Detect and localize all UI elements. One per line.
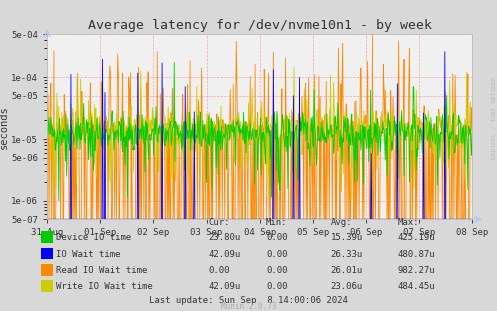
Text: 23.80u: 23.80u (209, 234, 241, 242)
Text: 0.00: 0.00 (266, 250, 287, 258)
Text: 23.06u: 23.06u (331, 282, 363, 291)
Text: 0.00: 0.00 (266, 282, 287, 291)
Y-axis label: seconds: seconds (0, 105, 8, 149)
Text: Last update: Sun Sep  8 14:00:06 2024: Last update: Sun Sep 8 14:00:06 2024 (149, 296, 348, 305)
Text: 26.01u: 26.01u (331, 266, 363, 275)
Text: 480.87u: 480.87u (398, 250, 435, 258)
Text: Device IO time: Device IO time (56, 234, 131, 242)
Text: Munin 2.0.73: Munin 2.0.73 (221, 302, 276, 311)
Text: 42.09u: 42.09u (209, 250, 241, 258)
Text: 0.00: 0.00 (209, 266, 230, 275)
Text: IO Wait time: IO Wait time (56, 250, 121, 258)
Text: 15.39u: 15.39u (331, 234, 363, 242)
Text: 982.27u: 982.27u (398, 266, 435, 275)
Text: Read IO Wait time: Read IO Wait time (56, 266, 148, 275)
Text: Write IO Wait time: Write IO Wait time (56, 282, 153, 291)
Text: Max:: Max: (398, 218, 419, 227)
Text: Avg:: Avg: (331, 218, 352, 227)
Text: Cur:: Cur: (209, 218, 230, 227)
Text: 0.00: 0.00 (266, 266, 287, 275)
Text: Min:: Min: (266, 218, 287, 227)
Title: Average latency for /dev/nvme10n1 - by week: Average latency for /dev/nvme10n1 - by w… (87, 19, 432, 32)
Text: 0.00: 0.00 (266, 234, 287, 242)
Text: RRDTOOL / TOBI OETIKER: RRDTOOL / TOBI OETIKER (491, 77, 496, 160)
Text: 425.19u: 425.19u (398, 234, 435, 242)
Text: 42.09u: 42.09u (209, 282, 241, 291)
Text: 484.45u: 484.45u (398, 282, 435, 291)
Text: 26.33u: 26.33u (331, 250, 363, 258)
